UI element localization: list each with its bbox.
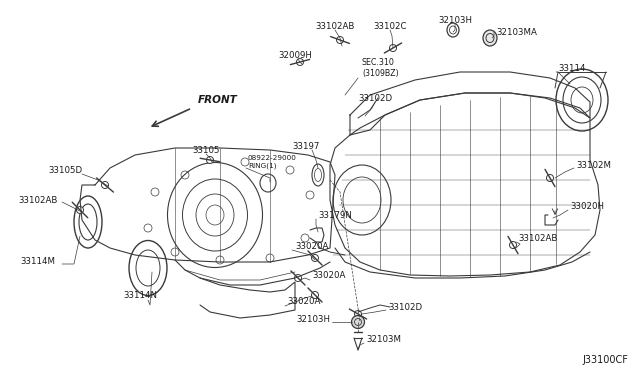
Text: 32103M: 32103M — [366, 336, 401, 344]
Text: 32009H: 32009H — [278, 51, 312, 60]
Circle shape — [102, 182, 109, 189]
Text: 33020H: 33020H — [570, 202, 604, 211]
Text: SEC.310
(3109BZ): SEC.310 (3109BZ) — [362, 58, 399, 78]
Circle shape — [207, 157, 214, 164]
Ellipse shape — [351, 315, 365, 328]
Circle shape — [312, 254, 319, 262]
Text: 33102AB: 33102AB — [19, 196, 58, 205]
Text: 32103MA: 32103MA — [496, 28, 537, 36]
Circle shape — [77, 206, 83, 214]
Text: 08922-29000
RING(1): 08922-29000 RING(1) — [248, 155, 297, 169]
Text: 33102AB: 33102AB — [518, 234, 557, 243]
Ellipse shape — [483, 30, 497, 46]
Text: 33197: 33197 — [292, 141, 320, 151]
Text: 33179N: 33179N — [318, 211, 352, 219]
Text: 33102C: 33102C — [373, 22, 407, 31]
Text: 33102AB: 33102AB — [316, 22, 355, 31]
Text: 33020A: 33020A — [287, 298, 321, 307]
Text: 33114M: 33114M — [20, 257, 56, 266]
Circle shape — [547, 174, 554, 182]
Text: 33105D: 33105D — [48, 166, 82, 174]
Text: FRONT: FRONT — [198, 95, 237, 105]
Circle shape — [296, 58, 303, 65]
Text: 33114: 33114 — [558, 64, 586, 73]
Text: 32103H: 32103H — [438, 16, 472, 25]
Text: 32103H: 32103H — [296, 315, 330, 324]
Text: 33020A: 33020A — [295, 241, 328, 250]
Circle shape — [390, 45, 397, 51]
Text: 33102D: 33102D — [388, 302, 422, 311]
Text: 33102M: 33102M — [576, 160, 611, 170]
Text: 33020A: 33020A — [312, 272, 346, 280]
Circle shape — [355, 311, 362, 317]
Text: 33102D: 33102D — [358, 93, 392, 103]
Text: J33100CF: J33100CF — [582, 355, 628, 365]
Circle shape — [294, 275, 301, 282]
Circle shape — [509, 241, 516, 248]
Text: 33114N: 33114N — [123, 292, 157, 301]
Text: 33105: 33105 — [192, 145, 220, 154]
Circle shape — [337, 36, 344, 44]
Circle shape — [312, 292, 319, 298]
